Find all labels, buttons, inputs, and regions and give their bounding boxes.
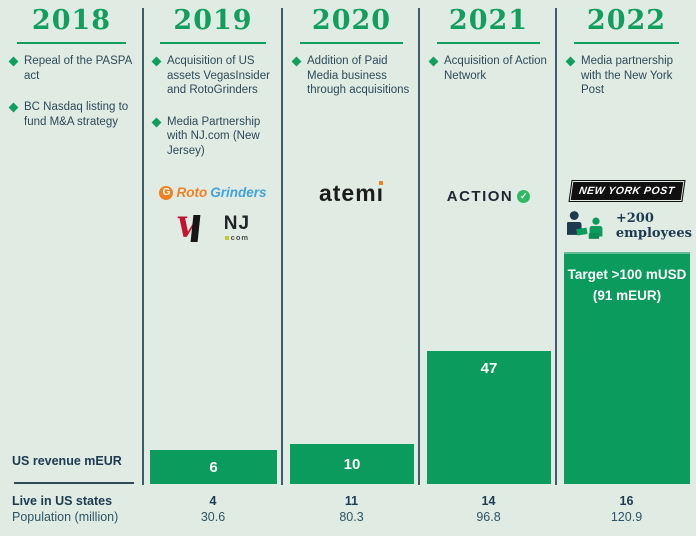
- milestone-item: Repeal of the PASPA act: [8, 54, 136, 83]
- action-network-logo: ACTION ✓: [420, 188, 557, 205]
- milestone-list: Media partnership with the New York Post: [565, 54, 689, 115]
- njcom-dot-icon: [224, 236, 229, 240]
- new-york-post-logo-text: NEW YORK POST: [568, 180, 685, 202]
- rotogrinders-ball-icon: G: [159, 185, 174, 200]
- milestone-item: Acquisition of Action Network: [428, 54, 550, 83]
- year-heading: 2020: [311, 5, 392, 36]
- states-value: 14: [481, 494, 496, 508]
- action-logo-text: ACTION: [446, 188, 514, 205]
- atemi-dotless-i: ı: [376, 180, 385, 206]
- action-check-icon: ✓: [517, 190, 531, 203]
- bar-value-label: 47: [480, 360, 498, 377]
- partner-logo-row: V NJ com: [143, 213, 283, 245]
- milestone-text: Addition of Paid Media business through …: [307, 55, 410, 96]
- year-underline: [437, 42, 540, 44]
- column-divider: [142, 8, 144, 485]
- milestone-item: Acquisition of US assets VegasInsider an…: [151, 54, 276, 98]
- column-2018: 2018 Repeal of the PASPA act BC Nasdaq l…: [0, 0, 143, 536]
- njcom-logo: NJ com: [223, 213, 251, 242]
- revenue-bar-2022-target: Target >100 mUSD (91 mEUR): [564, 252, 690, 484]
- milestone-text: Repeal of the PASPA act: [24, 55, 132, 82]
- population-value: 30.6: [200, 510, 226, 524]
- column-divider: [555, 8, 557, 485]
- year-underline: [574, 42, 679, 44]
- states-value: 16: [619, 494, 634, 508]
- bar-value-label: 6: [209, 458, 218, 476]
- column-2021: 2021 Acquisition of Action Network ACTIO…: [420, 0, 557, 536]
- target-line-2: (91 mEUR): [592, 288, 662, 303]
- revenue-axis-rule: [14, 482, 134, 484]
- year-underline: [300, 42, 403, 44]
- njcom-suffix-text: com: [230, 233, 250, 242]
- rotogrinders-logo-text: Grinders: [210, 185, 267, 200]
- revenue-bar-2021: 47: [427, 351, 551, 484]
- year-heading: 2022: [586, 5, 667, 36]
- year-underline: [160, 42, 266, 44]
- milestone-item: Media partnership with the New York Post: [565, 54, 689, 98]
- rotogrinders-logo: G Roto Grinders: [143, 185, 283, 200]
- year-heading: 2021: [448, 5, 529, 36]
- column-divider: [418, 8, 420, 485]
- milestone-list: Acquisition of US assets VegasInsider an…: [151, 54, 276, 175]
- vegasinsider-logo: V: [176, 213, 201, 245]
- population-value: 120.9: [610, 510, 643, 524]
- employees-text: +200 employees: [616, 211, 692, 241]
- revenue-bar-2019: 6: [150, 450, 277, 484]
- revenue-axis-label: US revenue mEUR: [12, 454, 122, 468]
- diamond-bullet-icon: [8, 56, 19, 67]
- revenue-bar-2020: 10: [290, 444, 414, 484]
- milestone-list: Repeal of the PASPA act BC Nasdaq listin…: [8, 54, 136, 146]
- njcom-suffix: com: [224, 233, 250, 242]
- diamond-bullet-icon: [291, 56, 302, 67]
- employees-label: employees: [615, 226, 692, 241]
- milestone-list: Addition of Paid Media business through …: [291, 54, 413, 115]
- njcom-logo-text: NJ: [223, 213, 251, 234]
- milestone-text: Acquisition of Action Network: [444, 55, 547, 82]
- column-2022: 2022 Media partnership with the New York…: [557, 0, 696, 536]
- diamond-bullet-icon: [151, 56, 162, 67]
- atemi-logo-text: atem: [318, 180, 377, 206]
- states-value: 11: [344, 494, 359, 508]
- milestone-item: Media Partnership with NJ.com (New Jerse…: [151, 115, 276, 159]
- milestone-text: Media Partnership with NJ.com (New Jerse…: [167, 115, 261, 157]
- milestone-text: BC Nasdaq listing to fund M&A strategy: [24, 101, 129, 128]
- diamond-bullet-icon: [428, 56, 439, 67]
- year-heading: 2018: [31, 5, 112, 36]
- milestone-list: Acquisition of Action Network: [428, 54, 550, 100]
- rotogrinders-logo-text: Roto: [176, 185, 208, 200]
- target-annotation: Target >100 mUSD (91 mEUR): [564, 254, 690, 306]
- population-value: 80.3: [339, 510, 364, 524]
- milestone-item: BC Nasdaq listing to fund M&A strategy: [8, 100, 136, 129]
- bar-value-label: 10: [343, 455, 361, 473]
- year-underline: [17, 42, 126, 44]
- row-label-population: Population (million): [12, 510, 119, 524]
- target-line-1: Target >100 mUSD: [567, 267, 687, 282]
- states-value: 4: [209, 494, 217, 508]
- people-at-laptops-icon: [567, 211, 603, 239]
- atemi-orange-dot-icon: [378, 181, 383, 185]
- column-2019: 2019 Acquisition of US assets VegasInsid…: [143, 0, 283, 536]
- year-heading: 2019: [173, 5, 253, 36]
- atemi-logo: atemı: [283, 180, 420, 207]
- column-2020: 2020 Addition of Paid Media business thr…: [283, 0, 420, 536]
- vegasinsider-bar-icon: [190, 215, 201, 242]
- employees-count: +200: [615, 211, 654, 226]
- diamond-bullet-icon: [8, 102, 19, 113]
- row-label-states: Live in US states: [12, 494, 113, 508]
- milestone-text: Acquisition of US assets VegasInsider an…: [167, 55, 270, 96]
- column-divider: [281, 8, 283, 485]
- atemi-i-glyph: ı: [377, 180, 384, 207]
- milestone-text: Media partnership with the New York Post: [581, 55, 674, 96]
- diamond-bullet-icon: [151, 117, 162, 127]
- population-value: 96.8: [476, 510, 501, 524]
- milestone-item: Addition of Paid Media business through …: [291, 54, 413, 98]
- diamond-bullet-icon: [565, 56, 576, 67]
- new-york-post-logo: NEW YORK POST: [557, 180, 696, 202]
- employees-callout: +200 employees: [567, 207, 692, 245]
